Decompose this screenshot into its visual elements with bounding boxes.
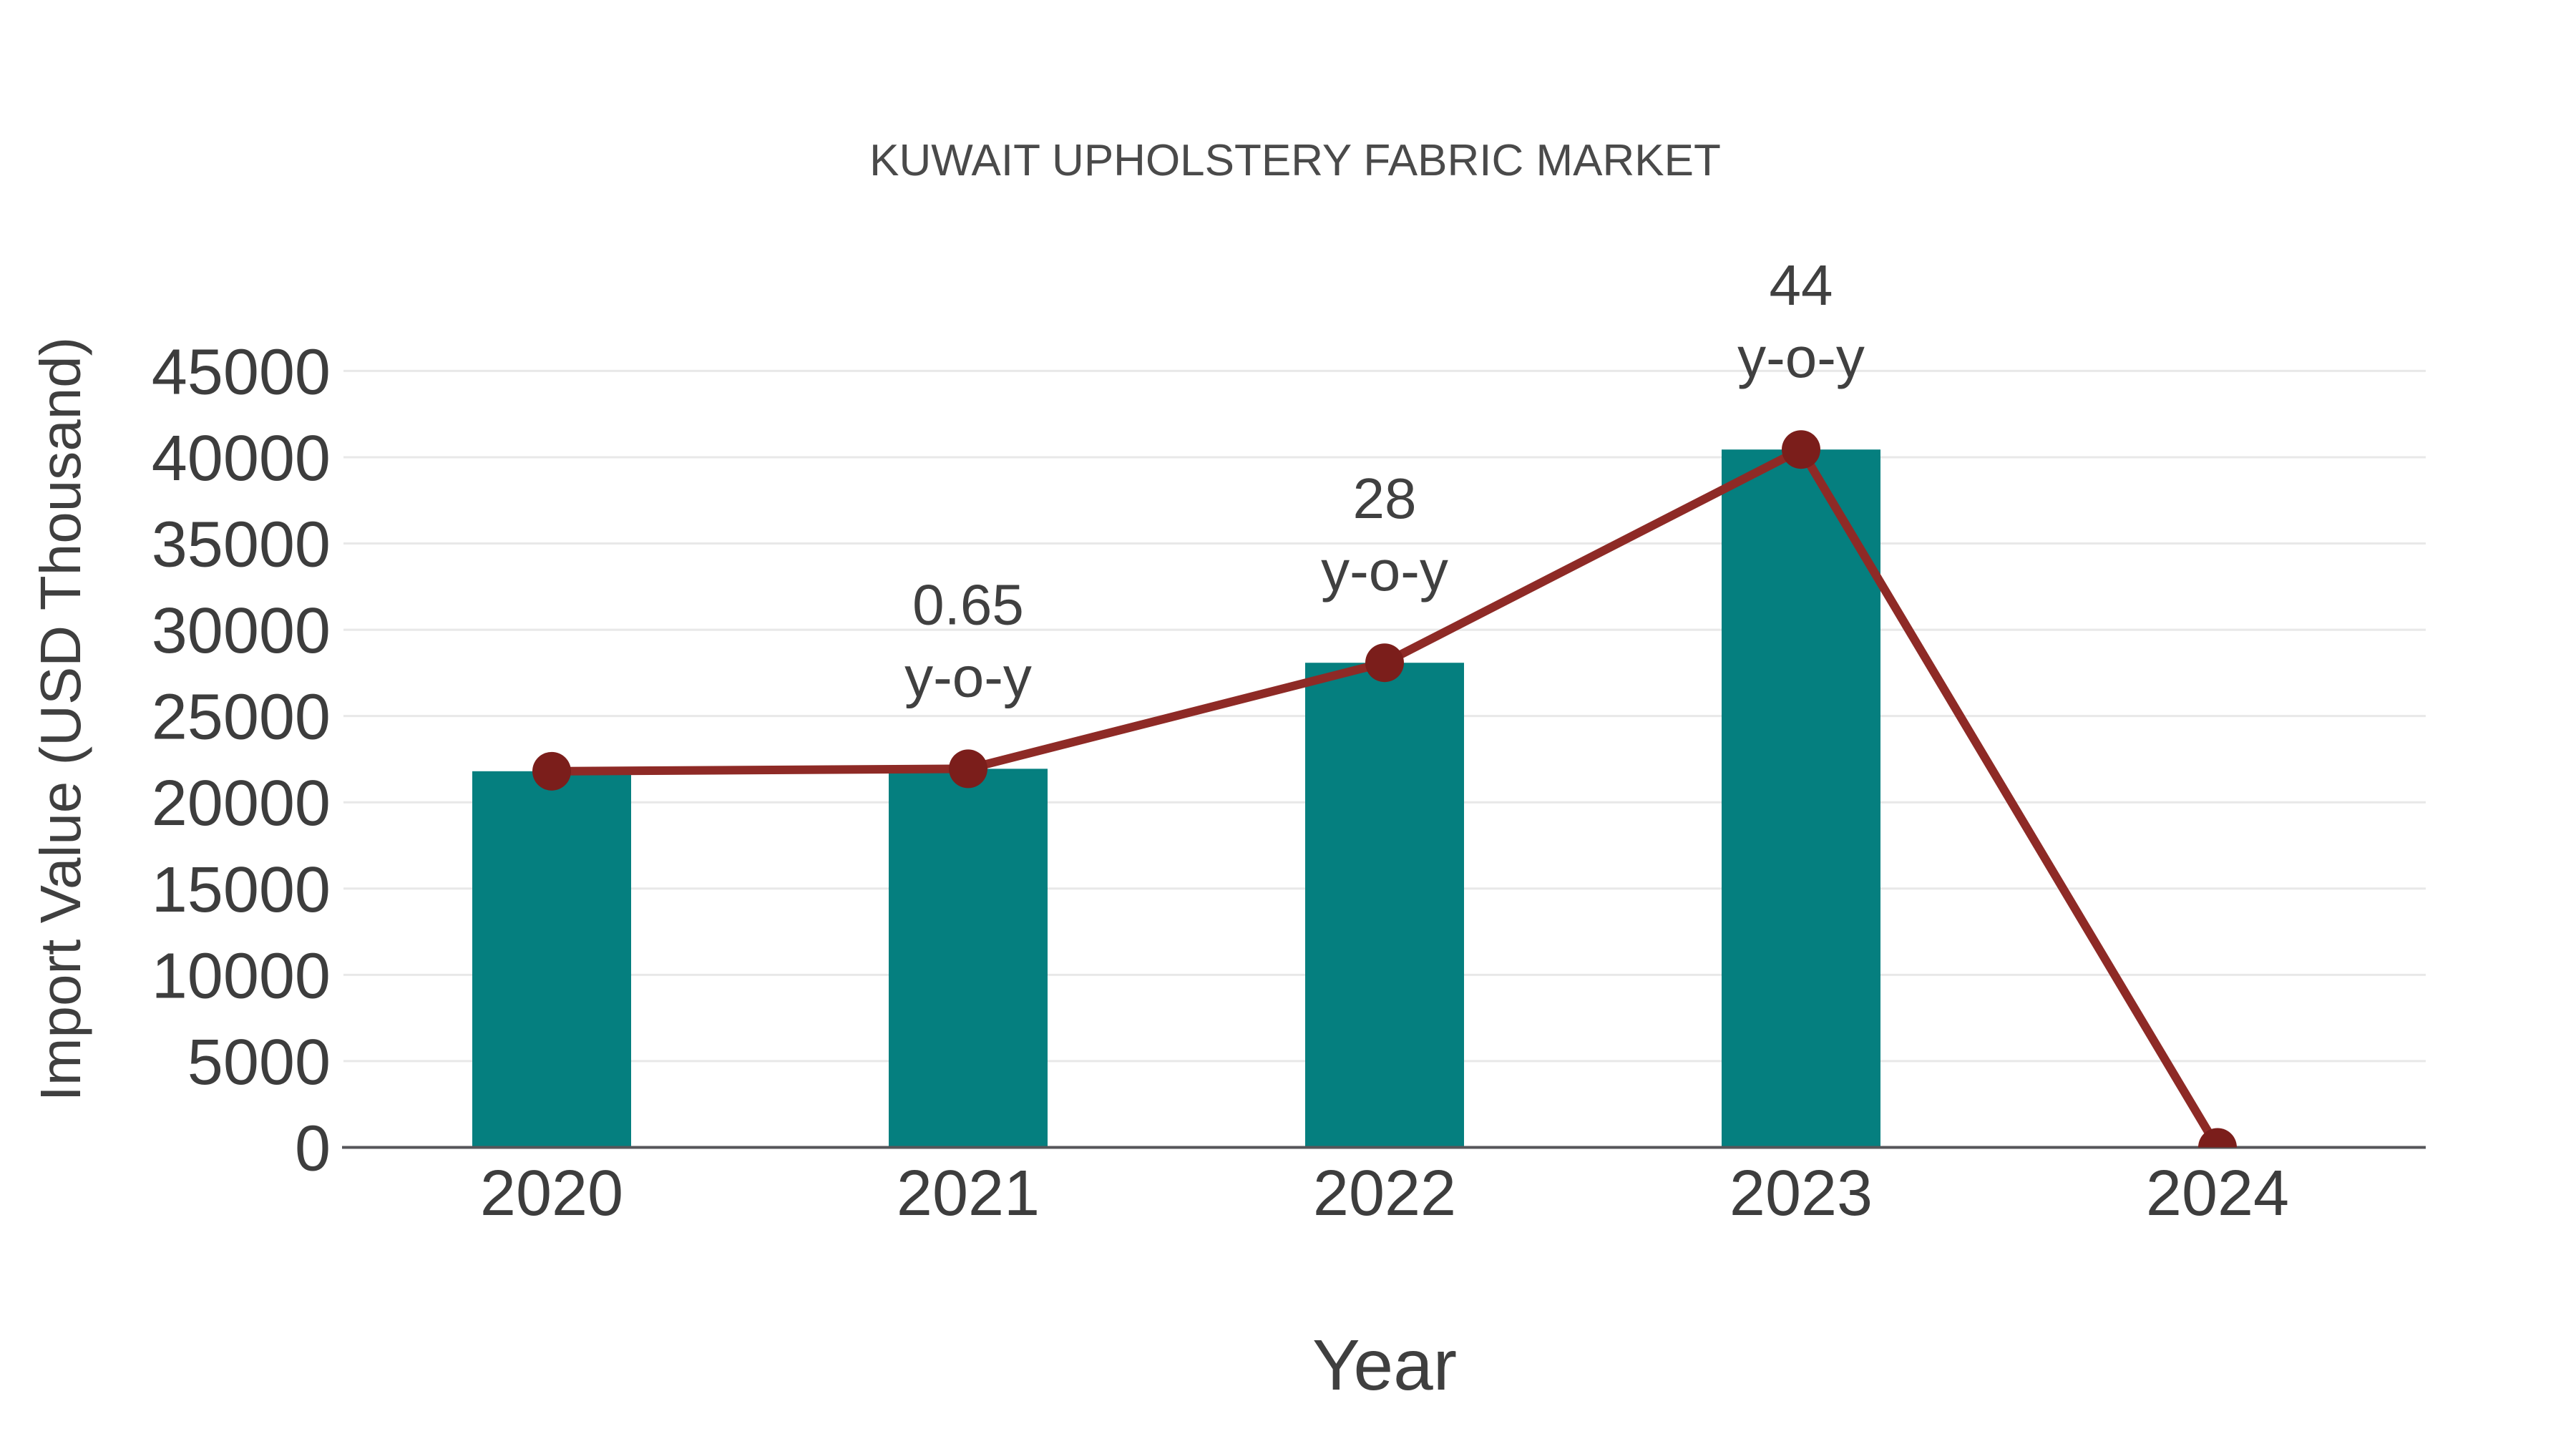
annotations-group: 0.65 y-o-y 28 y-o-y 44 y-o-y (904, 253, 1865, 708)
chart-title: KUWAIT UPHOLSTERY FABRIC MARKET (869, 136, 1721, 185)
data-point-marker (949, 749, 987, 789)
annotation-suffix: y-o-y (1321, 539, 1448, 602)
y-tick-label: 45000 (152, 336, 331, 408)
x-tick-labels-group: 2020 2021 2022 2023 2024 (480, 1158, 2289, 1229)
y-tick-label: 0 (295, 1113, 331, 1185)
annotation-value: 28 (1353, 467, 1417, 530)
x-tick-label: 2024 (2146, 1158, 2289, 1229)
data-point-marker (1782, 430, 1820, 469)
y-tick-label: 40000 (152, 423, 331, 494)
y-tick-labels-group: 0 5000 10000 15000 20000 25000 30000 35000 40000… (152, 336, 331, 1184)
x-axis-label: Year (1312, 1325, 1457, 1405)
y-axis-label: Import Value (USD Thousand) (29, 337, 92, 1102)
x-tick-label: 2020 (480, 1158, 623, 1229)
bar (889, 769, 1048, 1148)
data-point-marker (1365, 643, 1404, 683)
x-tick-label: 2021 (897, 1158, 1040, 1229)
x-tick-label: 2022 (1313, 1158, 1456, 1229)
y-tick-label: 35000 (152, 509, 331, 581)
bar (472, 771, 631, 1148)
annotation-suffix: y-o-y (904, 645, 1032, 708)
annotation-value: 0.65 (912, 572, 1024, 636)
bar (1305, 663, 1464, 1148)
y-tick-label: 25000 (152, 682, 331, 753)
y-tick-label: 10000 (152, 940, 331, 1012)
y-tick-label: 20000 (152, 768, 331, 839)
y-tick-label: 30000 (152, 595, 331, 667)
trend-line-group (532, 430, 2237, 1148)
annotation-suffix: y-o-y (1737, 326, 1865, 389)
data-point-marker (532, 751, 571, 791)
bars-group (472, 449, 1880, 1148)
bar (1722, 449, 1880, 1148)
annotation-value: 44 (1770, 253, 1833, 317)
y-tick-label: 5000 (187, 1027, 331, 1098)
y-tick-label: 15000 (152, 854, 331, 926)
x-tick-label: 2023 (1729, 1158, 1873, 1229)
data-point-marker (2198, 1128, 2237, 1148)
